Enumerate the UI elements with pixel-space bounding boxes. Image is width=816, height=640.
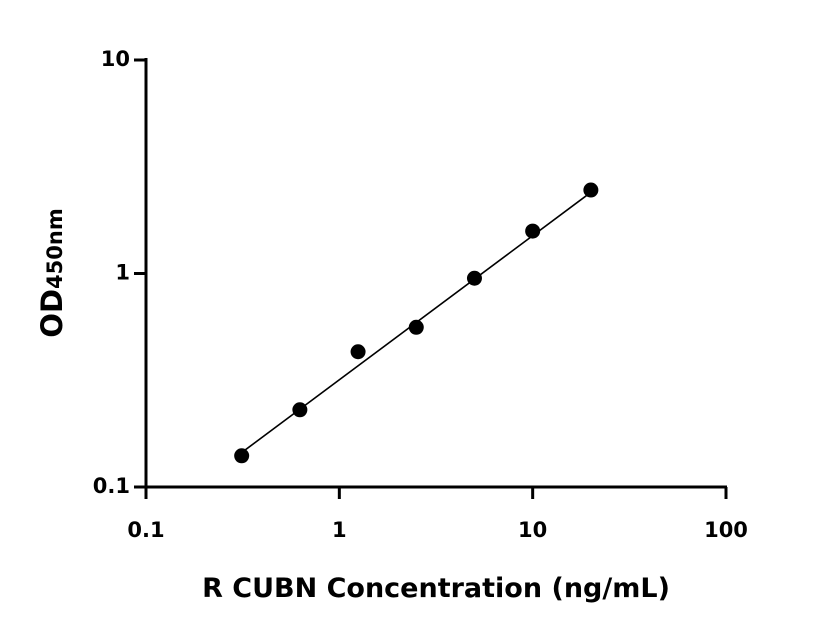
x-tick-label: 100 [704, 518, 748, 542]
data-point [583, 182, 599, 198]
y-tick-label: 1 [115, 261, 130, 285]
y-axis-title-main: OD [35, 289, 69, 338]
x-axis-title: R CUBN Concentration (ng/mL) [202, 573, 670, 604]
data-point [466, 270, 482, 286]
data-point [525, 223, 541, 239]
y-tick-label: 0.1 [93, 474, 130, 498]
y-axis-title: OD450nm [35, 208, 69, 337]
x-tick-label: 0.1 [127, 518, 164, 542]
data-point [350, 344, 366, 360]
x-tick-label: 1 [332, 518, 347, 542]
data-point [292, 402, 308, 418]
y-tick-label: 10 [101, 47, 130, 71]
y-axis-title-sub: 450nm [43, 208, 67, 289]
data-point [234, 448, 250, 464]
data-point [408, 319, 424, 335]
x-tick-label: 10 [518, 518, 547, 542]
